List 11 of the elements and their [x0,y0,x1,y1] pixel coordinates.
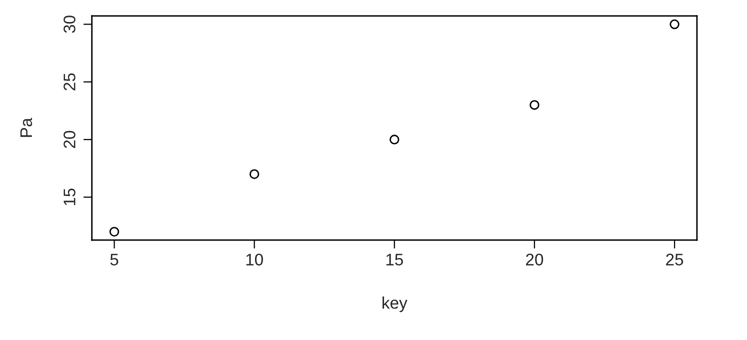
y-tick-label: 30 [64,16,76,33]
x-tick-label: 15 [386,254,403,266]
x-tick-label: 10 [246,254,263,266]
y-axis-title: Pa [20,118,32,137]
x-axis-title: key [382,296,408,312]
y-tick-label: 20 [64,130,76,148]
x-tick-label: 25 [666,254,684,266]
y-tick-label: 25 [64,73,76,90]
y-tick-label: 15 [64,188,76,206]
x-tick-label: 5 [110,254,118,266]
x-tick-label: 20 [526,254,544,266]
